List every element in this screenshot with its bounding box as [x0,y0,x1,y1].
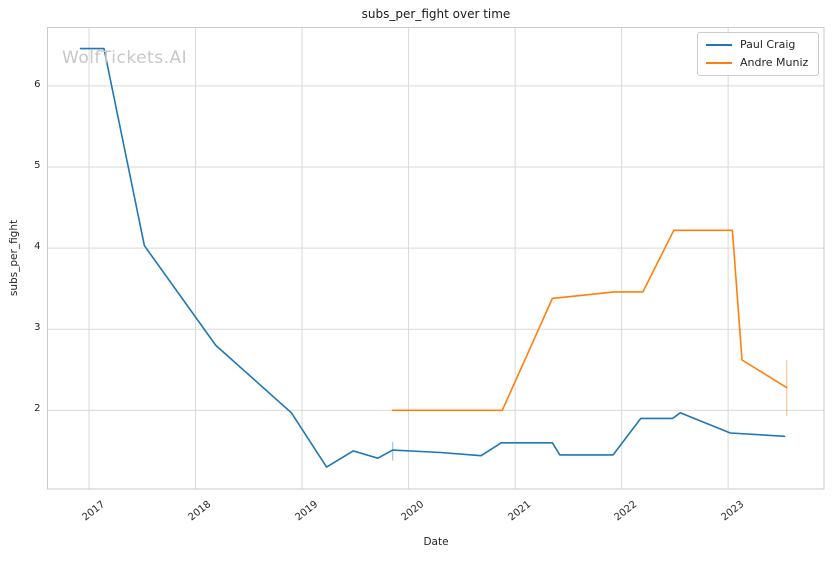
y-tick-label-2: 2 [34,403,41,415]
legend-label-paul-craig: Paul Craig [740,38,796,51]
legend-line-swatch-paul-craig [706,43,732,46]
legend-label-andre-muniz: Andre Muniz [740,56,809,69]
y-tick-label-5: 5 [34,160,41,171]
y-axis-label: subs_per_fight [8,219,20,297]
y-tick-label-4: 4 [34,241,41,253]
legend-line-swatch-andre-muniz [706,61,732,64]
x-axis-label: Date [423,536,449,548]
chart-title: subs_per_fight over time [361,7,511,21]
watermark: WolfTickets.AI [62,48,188,68]
y-tick-label-6: 6 [34,78,41,90]
series-line-paul-craig [79,47,786,468]
legend-item-andre-muniz: Andre Muniz [706,56,808,69]
y-tick-label-3: 3 [34,322,41,334]
plot-border [47,27,825,490]
legend-item-paul-craig: Paul Craig [706,38,808,51]
series-line-andre-muniz [391,229,788,412]
legend: Paul Craig Andre Muniz [697,32,820,76]
